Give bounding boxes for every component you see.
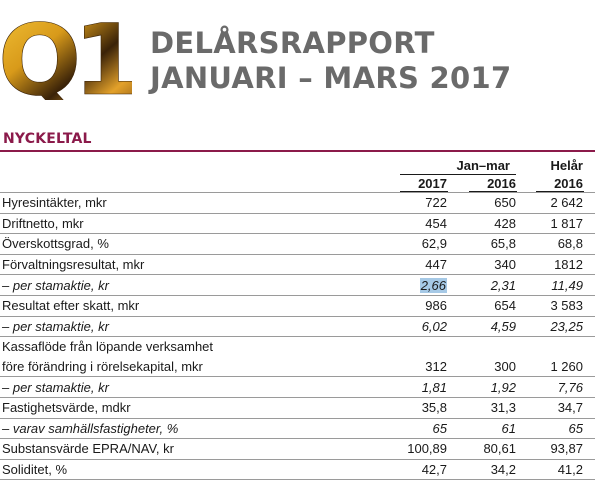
value-2017: 42,7: [395, 459, 447, 481]
table-row: Fastighetsvärde, mdkr 35,8 31,3 34,7: [0, 397, 595, 419]
row-label: Resultat efter skatt, mkr: [0, 295, 395, 317]
row-label: – varav samhällsfastigheter, %: [0, 418, 395, 440]
row-label: Hyresintäkter, mkr: [0, 192, 395, 214]
row-label: Substansvärde EPRA/NAV, kr: [0, 438, 395, 460]
value-fullyear: 11,49: [516, 274, 583, 296]
col-year-2017: 2017: [418, 176, 447, 191]
value-2016: 31,3: [447, 397, 516, 419]
col-rule: [536, 191, 584, 192]
table-row: Driftnetto, mkr 454 428 1 817: [0, 213, 595, 235]
value-fullyear: 68,8: [516, 233, 583, 255]
q1-logo: Q1: [0, 14, 132, 100]
value-fullyear: 1 817: [516, 213, 583, 235]
report-title-line2: JANUARI – MARS 2017: [150, 61, 512, 95]
value-2016: 65,8: [447, 233, 516, 255]
value-2017: 100,89: [395, 438, 447, 460]
col-rule: [469, 191, 517, 192]
value-2016: 1,92: [447, 376, 516, 398]
row-label: – per stamaktie, kr: [0, 316, 395, 338]
value-2017: 722: [395, 192, 447, 214]
row-label: – per stamaktie, kr: [0, 274, 395, 296]
table-row: – varav samhällsfastigheter, % 65 61 65: [0, 418, 595, 440]
kpi-table: Hyresintäkter, mkr 722 650 2 642 Driftne…: [0, 192, 595, 481]
period-group-rule: [400, 174, 516, 175]
value-2016: 4,59: [447, 316, 516, 338]
table-row: – per stamaktie, kr 2,66 2,31 11,49: [0, 274, 595, 296]
value-2016: 80,61: [447, 438, 516, 460]
row-label: Överskottsgrad, %: [0, 233, 395, 255]
value-fullyear: 3 583: [516, 295, 583, 317]
full-year-label: Helår: [550, 158, 583, 173]
value-2017: 2,66: [395, 274, 447, 296]
value-fullyear: 1 260: [516, 356, 583, 378]
value-2016: 300: [447, 356, 516, 378]
table-row: före förändring i rörelsekapital, mkr 31…: [0, 356, 595, 378]
section-rule: [0, 150, 595, 152]
table-row: Kassaflöde från löpande verksamhet: [0, 337, 595, 357]
value-fullyear: 1812: [516, 254, 583, 276]
row-label: före förändring i rörelsekapital, mkr: [0, 356, 395, 378]
table-row: Substansvärde EPRA/NAV, kr 100,89 80,61 …: [0, 438, 595, 460]
value-2017: 447: [395, 254, 447, 276]
row-label: Förvaltningsresultat, mkr: [0, 254, 395, 276]
row-label: Soliditet, %: [0, 459, 395, 481]
value-2016: 340: [447, 254, 516, 276]
col-fullyear-2016: 2016: [554, 176, 583, 191]
value-2017: 65: [395, 418, 447, 440]
value-2017: 986: [395, 295, 447, 317]
table-row: Förvaltningsresultat, mkr 447 340 1812: [0, 254, 595, 276]
table-row: Resultat efter skatt, mkr 986 654 3 583: [0, 295, 595, 317]
value-fullyear: 2 642: [516, 192, 583, 214]
section-title: NYCKELTAL: [3, 131, 92, 147]
value-2017: 312: [395, 356, 447, 378]
logo-text: Q1: [0, 14, 132, 100]
value-fullyear: 41,2: [516, 459, 583, 481]
value-fullyear: 93,87: [516, 438, 583, 460]
row-label: Kassaflöde från löpande verksamhet: [2, 339, 214, 355]
value-2016: 654: [447, 295, 516, 317]
value-2016: 650: [447, 192, 516, 214]
period-group-label: Jan–mar: [456, 158, 510, 173]
value-fullyear: 65: [516, 418, 583, 440]
table-row: Hyresintäkter, mkr 722 650 2 642: [0, 192, 595, 214]
value-fullyear: 7,76: [516, 376, 583, 398]
col-year-2016: 2016: [487, 176, 516, 191]
report-title: DELÅRSRAPPORT JANUARI – MARS 2017: [150, 26, 511, 96]
table-row: – per stamaktie, kr 1,81 1,92 7,76: [0, 376, 595, 398]
table-row: Soliditet, % 42,7 34,2 41,2: [0, 459, 595, 481]
value-2017: [395, 337, 447, 357]
value-2016: 61: [447, 418, 516, 440]
row-label: Fastighetsvärde, mdkr: [0, 397, 395, 419]
value-2016: 428: [447, 213, 516, 235]
value-2017: 62,9: [395, 233, 447, 255]
table-row: – per stamaktie, kr 6,02 4,59 23,25: [0, 316, 595, 338]
value-2017: 454: [395, 213, 447, 235]
report-title-line1: DELÅRSRAPPORT: [150, 26, 435, 60]
table-row: Överskottsgrad, % 62,9 65,8 68,8: [0, 233, 595, 255]
row-label: Driftnetto, mkr: [0, 213, 395, 235]
value-2016: [447, 337, 516, 357]
value-2017: 35,8: [395, 397, 447, 419]
value-fullyear: 34,7: [516, 397, 583, 419]
value-2017: 6,02: [395, 316, 447, 338]
selected-value[interactable]: 2,66: [419, 277, 447, 293]
value-fullyear: 23,25: [516, 316, 583, 338]
row-label: – per stamaktie, kr: [0, 376, 395, 398]
value-2017: 1,81: [395, 376, 447, 398]
col-rule: [400, 191, 448, 192]
value-2016: 34,2: [447, 459, 516, 481]
value-2016: 2,31: [447, 274, 516, 296]
value-fullyear: [516, 337, 583, 357]
